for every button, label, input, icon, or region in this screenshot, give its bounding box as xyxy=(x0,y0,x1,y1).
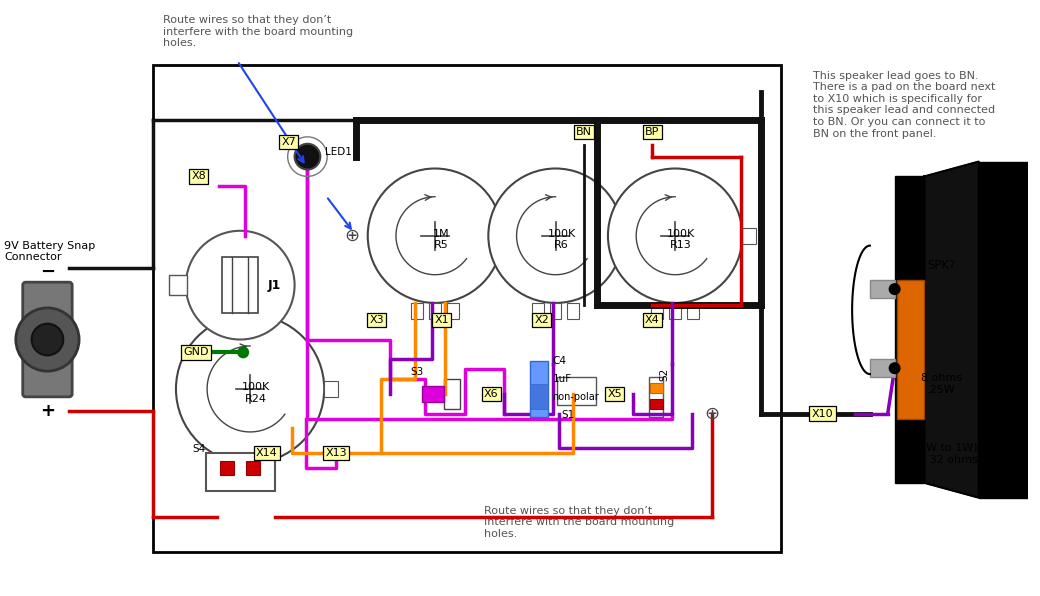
Text: 9V Battery Snap
Connector: 9V Battery Snap Connector xyxy=(4,241,96,262)
Bar xyxy=(623,228,636,244)
Text: BP: BP xyxy=(645,127,659,137)
Text: GND: GND xyxy=(183,347,208,358)
Text: +: + xyxy=(40,402,55,420)
Text: LED1: LED1 xyxy=(326,147,353,157)
Bar xyxy=(324,381,338,397)
Circle shape xyxy=(889,363,900,373)
Text: X10: X10 xyxy=(811,409,833,418)
Bar xyxy=(549,303,562,319)
Text: ⊕: ⊕ xyxy=(344,226,360,245)
Text: Route wires so that they don’t
Interfere with the board mounting
holes.: Route wires so that they don’t Interfere… xyxy=(485,505,675,539)
Bar xyxy=(650,383,664,393)
Bar xyxy=(531,303,544,319)
Text: Route wires so that they don’t
interfere with the board mounting
holes.: Route wires so that they don’t interfere… xyxy=(163,15,354,48)
Bar xyxy=(262,463,274,479)
Bar xyxy=(430,303,441,319)
Text: J1: J1 xyxy=(268,279,281,291)
Bar xyxy=(651,303,664,319)
Bar xyxy=(529,361,548,417)
Text: ⊕: ⊕ xyxy=(704,405,720,423)
Text: 100K
R13: 100K R13 xyxy=(667,229,695,250)
Circle shape xyxy=(16,308,79,371)
Text: X7: X7 xyxy=(281,137,296,147)
Bar xyxy=(444,379,460,409)
Bar xyxy=(896,280,925,418)
Text: −: − xyxy=(40,263,55,281)
Text: BN: BN xyxy=(576,127,592,137)
Bar xyxy=(670,303,681,319)
Text: X3: X3 xyxy=(369,315,384,325)
Bar xyxy=(227,463,238,479)
Text: non-polar: non-polar xyxy=(552,392,599,402)
Bar xyxy=(568,303,579,319)
Bar xyxy=(649,377,664,417)
Bar xyxy=(411,303,423,319)
Bar xyxy=(170,275,187,295)
Text: 100K
R24: 100K R24 xyxy=(242,382,270,403)
Text: SPK?: SPK? xyxy=(927,259,955,272)
Text: X8: X8 xyxy=(191,172,206,181)
Circle shape xyxy=(176,315,324,463)
Bar xyxy=(206,453,275,491)
Bar xyxy=(502,228,516,244)
Circle shape xyxy=(368,169,502,303)
Text: 1M
R5: 1M R5 xyxy=(433,229,449,250)
Text: This speaker lead goes to BN.
There is a pad on the board next
to X10 which is s: This speaker lead goes to BN. There is a… xyxy=(812,71,995,139)
Text: (.25W to 1W)
(8 to 32 ohms): (.25W to 1W) (8 to 32 ohms) xyxy=(900,442,982,464)
Text: S4: S4 xyxy=(192,444,205,454)
Circle shape xyxy=(489,169,623,303)
Circle shape xyxy=(186,231,294,340)
Bar xyxy=(869,280,894,298)
Bar xyxy=(223,257,258,313)
Bar xyxy=(153,65,781,552)
Text: X2: X2 xyxy=(535,315,549,325)
Circle shape xyxy=(294,144,320,169)
Bar xyxy=(244,463,256,479)
Bar xyxy=(869,359,894,377)
Text: C4: C4 xyxy=(552,356,567,367)
Text: 8 ohms
.25W: 8 ohms .25W xyxy=(920,373,962,395)
Bar xyxy=(650,399,664,409)
Bar xyxy=(556,377,596,405)
Text: S1: S1 xyxy=(562,409,575,420)
FancyBboxPatch shape xyxy=(23,282,72,397)
Text: S3: S3 xyxy=(411,367,423,377)
Text: 1uF: 1uF xyxy=(552,374,572,384)
Text: 100K
R6: 100K R6 xyxy=(547,229,575,250)
Bar xyxy=(529,384,548,409)
Text: X4: X4 xyxy=(645,315,659,325)
Bar xyxy=(422,386,444,402)
Bar xyxy=(894,176,925,483)
Text: X5: X5 xyxy=(607,389,622,399)
Polygon shape xyxy=(925,162,979,498)
Text: S2: S2 xyxy=(659,368,670,381)
Circle shape xyxy=(31,324,63,355)
Circle shape xyxy=(608,169,743,303)
Bar xyxy=(246,461,260,475)
Text: X1: X1 xyxy=(435,315,449,325)
Bar xyxy=(220,461,234,475)
Text: X13: X13 xyxy=(326,448,347,458)
Circle shape xyxy=(889,284,900,294)
Circle shape xyxy=(238,347,249,358)
Bar xyxy=(979,162,1029,498)
Bar xyxy=(687,303,699,319)
Bar xyxy=(447,303,459,319)
Bar xyxy=(743,228,756,244)
Text: X6: X6 xyxy=(484,389,498,399)
Text: X14: X14 xyxy=(256,448,278,458)
